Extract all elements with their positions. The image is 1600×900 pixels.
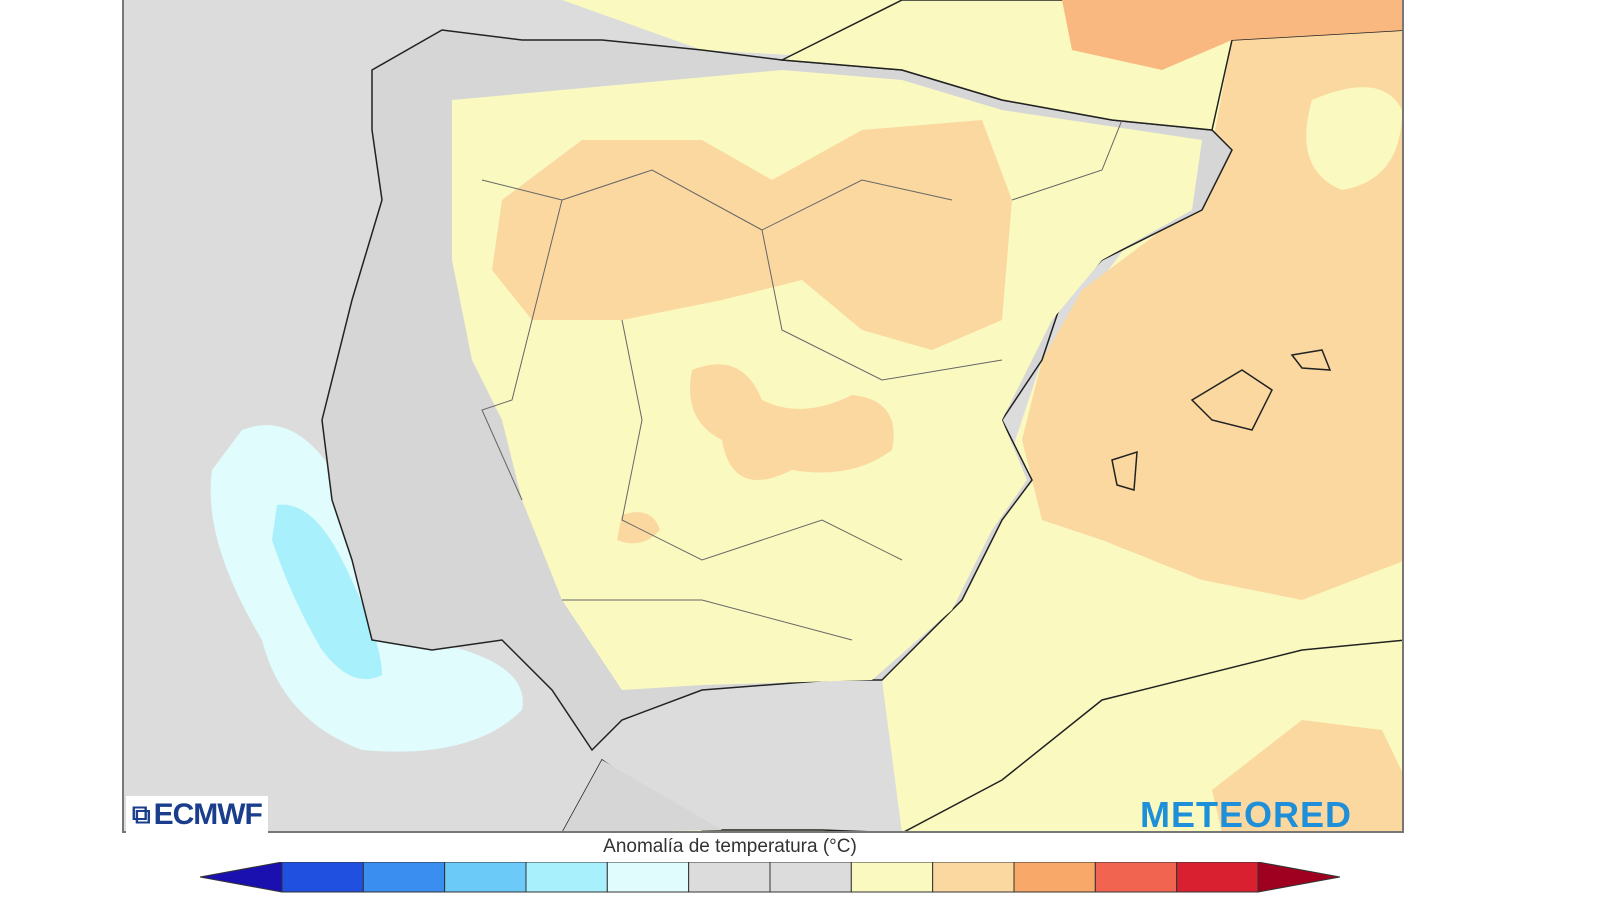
legend-swatch bbox=[606, 862, 690, 893]
africa-gray bbox=[563, 760, 722, 831]
ecmwf-logo: ⧉ ECMWF bbox=[126, 796, 268, 834]
land-anomaly-orange-north bbox=[492, 120, 1012, 350]
legend-swatch bbox=[769, 862, 852, 893]
legend-swatch bbox=[362, 862, 446, 893]
temperature-anomaly-map bbox=[122, 0, 1404, 833]
sea-anomaly-yellow-patch bbox=[1306, 87, 1402, 190]
africa-orange bbox=[1212, 720, 1402, 831]
legend-swatch bbox=[281, 862, 364, 893]
mallorca bbox=[1190, 369, 1273, 431]
meteored-logo: METEORED bbox=[1140, 794, 1353, 835]
menorca bbox=[1290, 349, 1332, 371]
land-anomaly-orange-center bbox=[690, 364, 894, 480]
legend-swatch bbox=[1176, 862, 1259, 893]
sea-anomaly-cyan bbox=[272, 504, 382, 680]
map-canvas bbox=[210, 0, 1402, 831]
legend-swatch bbox=[525, 862, 608, 893]
legend-swatch bbox=[1013, 862, 1096, 893]
color-legend bbox=[200, 862, 1340, 893]
legend-title: Anomalía de temperatura (°C) bbox=[603, 836, 857, 857]
ecmwf-emblem-icon: ⧉ bbox=[132, 799, 151, 829]
legend-swatch bbox=[444, 862, 527, 893]
legend-swatch bbox=[200, 862, 283, 893]
france-orange bbox=[1062, 0, 1402, 70]
legend-swatch bbox=[932, 862, 1015, 893]
legend-swatch bbox=[688, 862, 771, 893]
legend-swatch bbox=[850, 862, 934, 893]
region-borders bbox=[481, 119, 1123, 641]
ecmwf-logo-text: ECMWF bbox=[153, 798, 263, 831]
ibiza bbox=[1111, 450, 1138, 491]
legend-swatch bbox=[1257, 862, 1340, 893]
legend-swatch bbox=[1094, 862, 1178, 893]
sea-anomaly-orange bbox=[1022, 30, 1402, 600]
